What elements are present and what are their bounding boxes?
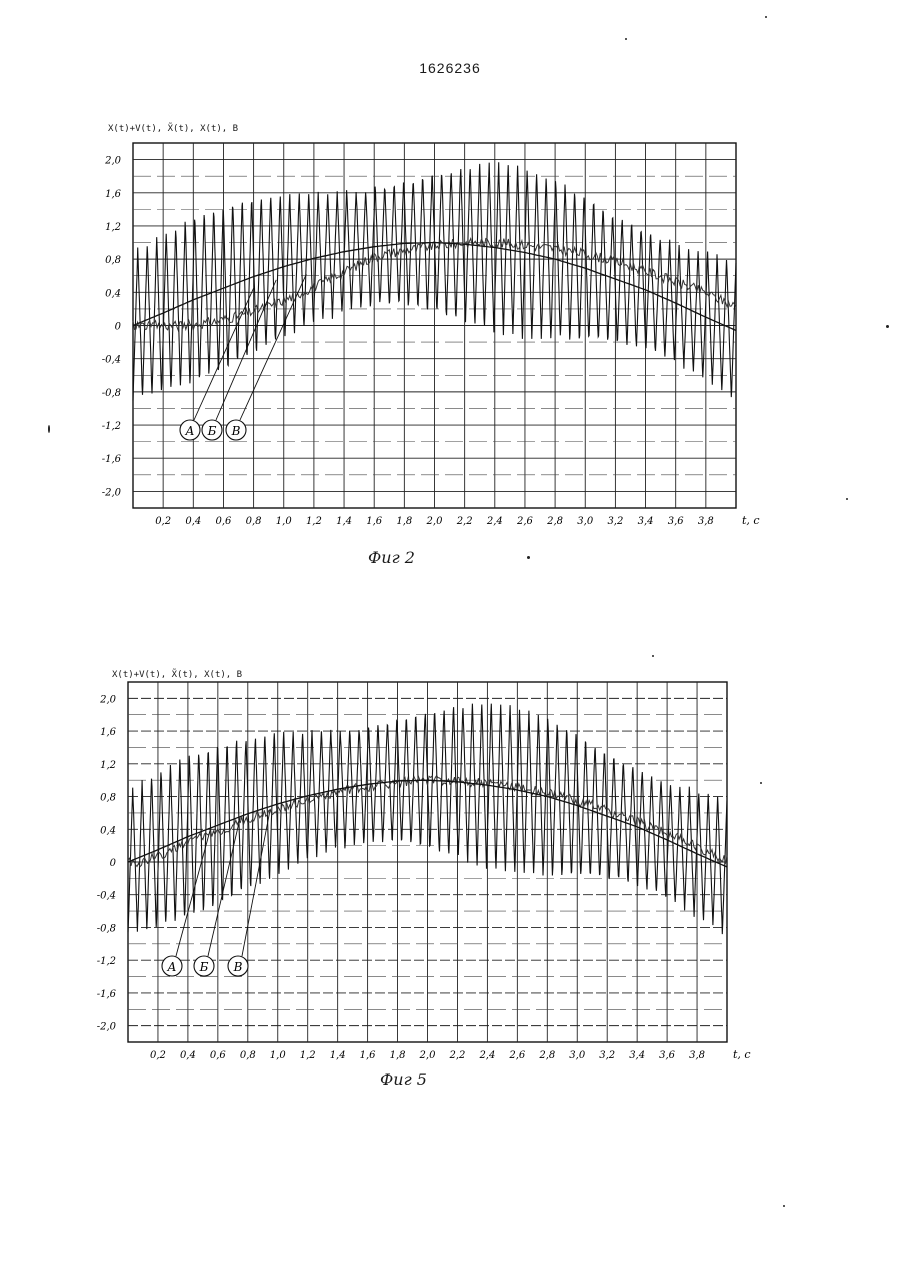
scan-speck (886, 325, 889, 328)
x-tick-label: 3,6 (668, 516, 685, 527)
y-tick-label: 2,0 (104, 156, 122, 167)
y-tick-label: 0,8 (100, 793, 116, 804)
y-tick-label: 1,6 (100, 727, 117, 738)
x-tick-label: 3,4 (629, 1050, 645, 1061)
x-tick-label: 1,2 (300, 1050, 316, 1061)
y-tick-label: -0,8 (102, 388, 121, 399)
y-tick-label: 0,4 (100, 825, 116, 836)
x-tick-label: 1,4 (336, 516, 352, 527)
y-tick-label: 1,2 (100, 760, 116, 771)
y-tick-label: 0,4 (105, 288, 121, 299)
x-tick-label: 3,8 (689, 1050, 705, 1061)
x-tick-label: 0,2 (155, 516, 171, 527)
y-tick-label: -1,2 (97, 956, 116, 967)
x-tick-label: 0,6 (210, 1050, 227, 1061)
x-tick-label: 1,6 (360, 1050, 377, 1061)
x-tick-label: 0,4 (185, 516, 201, 527)
callout-label: В (233, 960, 243, 974)
x-tick-label: 2,4 (486, 516, 503, 527)
x-axis-label: t, c (742, 514, 760, 527)
y-tick-label: -0,8 (97, 923, 116, 934)
callout-leader-line (176, 829, 210, 956)
scan-speck (625, 38, 627, 40)
x-tick-label: 0,6 (215, 516, 232, 527)
x-tick-label: 2,8 (546, 516, 563, 527)
y-tick-label: -0,4 (102, 355, 121, 366)
x-tick-label: 3,2 (599, 1050, 615, 1061)
x-tick-label: 0,4 (180, 1050, 196, 1061)
x-tick-label: 1,0 (270, 1050, 287, 1061)
callout-label: Б (199, 960, 209, 974)
x-tick-label: 3,0 (569, 1050, 586, 1061)
callout-label: В (231, 424, 241, 438)
x-tick-label: 2,0 (426, 516, 444, 527)
y-tick-label: 0 (115, 322, 122, 333)
x-tick-label: 2,2 (456, 516, 473, 527)
callout-leader-line (216, 280, 276, 420)
callout-label: A (167, 960, 177, 974)
scan-speck (527, 556, 530, 559)
y-tick-label: -2,0 (102, 487, 122, 498)
x-tick-label: 1,0 (276, 516, 293, 527)
y-tick-label: -1,2 (102, 421, 121, 432)
x-tick-label: 3,8 (698, 516, 714, 527)
y-tick-label: 2,0 (99, 694, 117, 705)
x-tick-label: 3,6 (659, 1050, 676, 1061)
x-tick-label: 3,0 (577, 516, 594, 527)
scan-speck (783, 1205, 785, 1207)
callout-label: A (185, 424, 195, 438)
x-tick-label: 0,2 (150, 1050, 166, 1061)
x-tick-label: 1,6 (366, 516, 383, 527)
x-tick-label: 1,4 (330, 1050, 346, 1061)
y-tick-label: 0 (110, 858, 117, 869)
fig5-y-title: X(t)+V(t), X̃(t), X(t), B (112, 670, 242, 680)
y-tick-label: 0,8 (105, 255, 121, 266)
x-tick-label: 2,6 (516, 516, 534, 527)
y-tick-label: 1,2 (105, 222, 121, 233)
x-tick-label: 0,8 (240, 1050, 256, 1061)
x-tick-label: 2,0 (419, 1050, 437, 1061)
x-tick-label: 3,4 (638, 516, 654, 527)
scan-speck (846, 498, 848, 500)
x-tick-label: 3,2 (607, 516, 623, 527)
y-tick-label: -0,4 (97, 891, 116, 902)
scan-speck (760, 782, 762, 784)
x-tick-label: 2,6 (508, 1050, 526, 1061)
x-tick-label: 1,2 (306, 516, 322, 527)
y-tick-label: -1,6 (102, 454, 122, 465)
x-tick-label: 0,8 (246, 516, 262, 527)
x-tick-label: 2,2 (448, 1050, 465, 1061)
callout-leader-line (242, 809, 270, 956)
fig2-y-title: X(t)+V(t), X̃(t), X(t), B (108, 124, 238, 134)
y-tick-label: -2,0 (97, 1022, 117, 1033)
y-tick-label: 1,6 (105, 189, 122, 200)
x-tick-label: 2,4 (478, 1050, 495, 1061)
x-tick-label: 2,8 (538, 1050, 555, 1061)
x-tick-label: 1,8 (390, 1050, 406, 1061)
y-tick-label: -1,6 (97, 989, 117, 1000)
scan-speck (765, 16, 767, 18)
x-axis-label: t, c (733, 1048, 751, 1061)
scan-speck (652, 655, 654, 657)
scan-speck (48, 425, 50, 433)
fig5-caption: Фиг 5 (380, 1070, 427, 1089)
callout-label: Б (207, 424, 217, 438)
fig2-caption: Фиг 2 (368, 548, 415, 567)
x-tick-label: 1,8 (396, 516, 412, 527)
